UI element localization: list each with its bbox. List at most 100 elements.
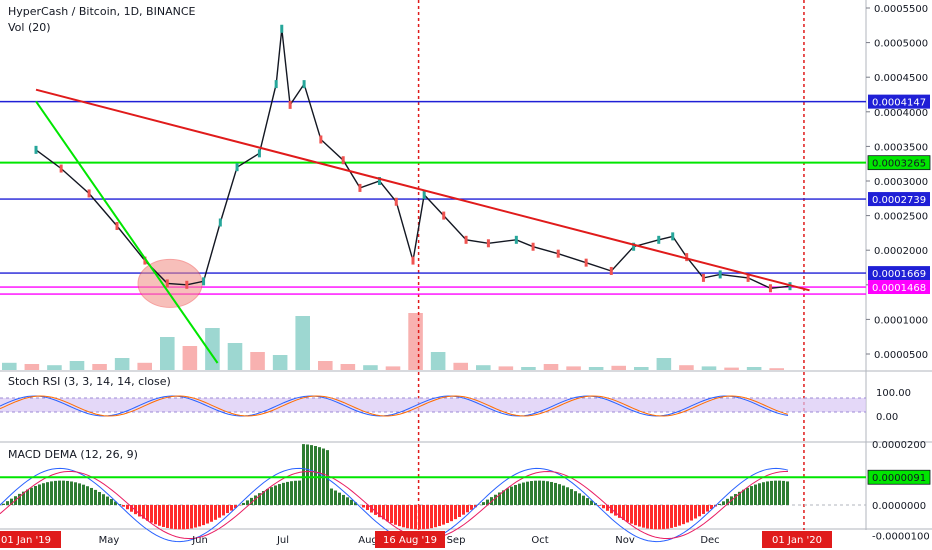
- candle: [257, 149, 261, 158]
- macd-histogram-bar: [602, 505, 605, 509]
- date-tick-box: [375, 531, 445, 548]
- macd-histogram-bar: [290, 481, 293, 505]
- macd-histogram-bar: [642, 505, 645, 528]
- macd-label: MACD DEMA (12, 26, 9): [8, 448, 138, 461]
- macd-histogram-bar: [2, 503, 5, 505]
- macd-histogram-bar: [138, 505, 141, 517]
- macd-histogram-bar: [442, 505, 445, 525]
- macd-histogram-bar: [386, 505, 389, 522]
- macd-histogram-bar: [222, 505, 225, 516]
- macd-histogram-bar: [38, 484, 41, 505]
- macd-histogram-bar: [398, 505, 401, 527]
- macd-histogram-bar: [686, 505, 689, 523]
- level-label: 0.0003265: [872, 159, 926, 170]
- macd-tick-label: 0.0000200: [872, 440, 926, 451]
- macd-histogram-bar: [310, 445, 313, 505]
- macd-histogram-bar: [626, 505, 629, 522]
- macd-histogram-bar: [330, 488, 333, 505]
- macd-histogram-bar: [70, 481, 73, 505]
- candle: [701, 273, 705, 282]
- macd-histogram-bar: [26, 489, 29, 505]
- macd-histogram-bar: [446, 505, 449, 523]
- macd-histogram-bar: [374, 505, 377, 515]
- macd-histogram-bar: [250, 497, 253, 505]
- level-label-box: [868, 266, 930, 281]
- macd-tick-label: 0.0000000: [872, 501, 926, 512]
- macd-histogram-bar: [702, 505, 705, 514]
- volume-bar: [250, 352, 265, 370]
- macd-histogram-bar: [170, 505, 173, 529]
- macd-histogram-bar: [142, 505, 145, 519]
- macd-histogram-bar: [570, 489, 573, 505]
- volume-bar: [295, 316, 310, 370]
- macd-histogram-bar: [306, 444, 309, 505]
- macd-histogram-bar: [734, 494, 737, 505]
- macd-histogram-bar: [242, 502, 245, 505]
- macd-histogram-bar: [754, 484, 757, 505]
- level-label-box: [868, 192, 930, 207]
- candle: [341, 156, 345, 165]
- macd-histogram-bar: [786, 481, 789, 505]
- stoch-d-line: [0, 395, 789, 417]
- macd-histogram-bar: [114, 501, 117, 505]
- macd-histogram-bar: [486, 499, 489, 505]
- candle: [411, 256, 415, 265]
- volume-bar: [498, 366, 514, 370]
- date-tick-box: [0, 531, 61, 548]
- candle: [185, 280, 189, 289]
- macd-histogram-bar: [262, 490, 265, 505]
- volume-bar: [543, 364, 559, 370]
- macd-histogram-bar: [298, 480, 301, 505]
- candle: [486, 239, 490, 248]
- macd-histogram-bar: [762, 482, 765, 505]
- candle: [87, 189, 91, 198]
- candle: [115, 221, 119, 230]
- macd-histogram-bar: [710, 505, 713, 510]
- volume-bar: [453, 362, 468, 370]
- macd-histogram-bar: [194, 505, 197, 528]
- macd-histogram-bar: [22, 491, 25, 505]
- macd-histogram-bar: [34, 485, 37, 505]
- macd-histogram-bar: [134, 505, 137, 515]
- candle: [218, 218, 222, 227]
- macd-histogram-bar: [182, 505, 185, 530]
- macd-histogram-bar: [74, 482, 77, 505]
- macd-histogram-bar: [582, 495, 585, 505]
- macd-histogram-bar: [402, 505, 405, 528]
- macd-histogram-bar: [286, 481, 289, 505]
- volume-label: Vol (20): [8, 21, 51, 34]
- macd-histogram-bar: [538, 480, 541, 505]
- macd-histogram-bar: [90, 487, 93, 505]
- price-tick-label: 0.0003000: [874, 177, 928, 188]
- macd-histogram-bar: [390, 505, 393, 524]
- candle: [143, 256, 147, 265]
- macd-histogram-bar: [122, 505, 125, 507]
- macd-histogram-bar: [202, 505, 205, 526]
- volume-bar: [114, 358, 130, 370]
- macd-histogram-bar: [766, 481, 769, 505]
- macd-histogram-bar: [510, 486, 513, 505]
- macd-histogram-bar: [554, 482, 557, 505]
- macd-histogram-bar: [682, 505, 685, 525]
- macd-histogram-bar: [18, 493, 21, 505]
- macd-histogram-bar: [646, 505, 649, 529]
- macd-histogram-bar: [746, 487, 749, 505]
- date-tick-label: May: [99, 535, 120, 546]
- macd-histogram-bar: [482, 502, 485, 505]
- volume-bar: [521, 367, 536, 370]
- macd-histogram-bar: [406, 505, 409, 529]
- candle: [768, 284, 772, 293]
- candle: [718, 270, 722, 279]
- macd-histogram-bar: [726, 498, 729, 505]
- macd-histogram-bar: [518, 483, 521, 505]
- volume-bar: [385, 366, 401, 370]
- volume-bar: [318, 361, 333, 370]
- macd-histogram-bar: [542, 480, 545, 505]
- macd-histogram-bar: [338, 492, 341, 505]
- candle: [165, 279, 169, 288]
- candle: [657, 235, 661, 244]
- macd-histogram-bar: [526, 481, 529, 505]
- macd-histogram-bar: [354, 502, 357, 505]
- macd-histogram-bar: [78, 483, 81, 505]
